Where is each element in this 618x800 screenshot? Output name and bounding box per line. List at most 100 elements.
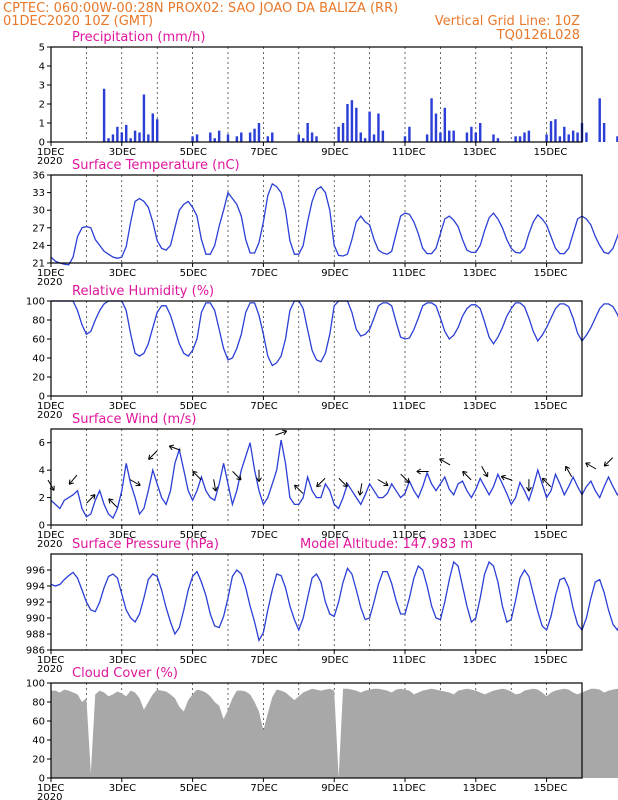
precip-bar xyxy=(403,136,407,142)
wind-arrow-head xyxy=(90,494,96,500)
wind-arrow-head xyxy=(383,481,389,487)
temp-ytick-label: 24 xyxy=(32,241,45,252)
precip-bar xyxy=(129,138,132,142)
cloud-panel: 0 20 40 60 80 100 1DEC 3DEC 5DEC 7DEC 9DEC 11DEC 13D… xyxy=(26,666,618,800)
temp-ytick-label: 30 xyxy=(32,206,45,217)
wind-arrow xyxy=(585,462,597,470)
wind-xtick-label: 1DEC xyxy=(37,530,64,541)
wind-arrow-shaft xyxy=(400,473,410,483)
cloud-xtick-label: 11DEC xyxy=(392,783,426,794)
wind-xtick-label: 3DEC xyxy=(109,530,136,541)
panels: 0 1 2 3 4 5 1DEC 3DEC 5DEC 7DEC 9DEC 11DEC 13DEC 15DE… xyxy=(26,30,618,800)
wind-arrow-head xyxy=(416,468,421,475)
rh-ytick-label: 40 xyxy=(32,354,45,365)
precip-bar xyxy=(368,111,371,142)
wind-arrow xyxy=(400,473,410,484)
cloud-year-label: 2020 xyxy=(37,792,62,800)
pres-xtick-label: 7DEC xyxy=(250,655,277,666)
precip-bar xyxy=(372,134,376,142)
wind-arrow-shaft xyxy=(148,450,158,460)
pres-ytick-label: 992 xyxy=(26,598,45,609)
cloud-ytick-label: 60 xyxy=(32,717,45,728)
precip-bar xyxy=(434,113,438,142)
precip-bar xyxy=(151,113,154,142)
temp-ytick-label: 27 xyxy=(32,223,45,234)
precip-bar xyxy=(479,123,482,142)
precip-bar xyxy=(297,134,301,142)
precip-bar xyxy=(337,126,340,142)
cloud-title: Cloud Cover (%) xyxy=(72,666,178,681)
header-gridline-note: Vertical Grid Line: 10Z xyxy=(435,14,580,29)
cloud-ytick-label: 20 xyxy=(32,755,45,766)
precip-bar xyxy=(474,132,478,142)
temp-xtick-label: 13DEC xyxy=(463,268,497,279)
precip-bar xyxy=(120,132,124,142)
precip-bar xyxy=(226,134,230,142)
wind-arrow-head xyxy=(148,454,154,460)
precip-ytick-label: 4 xyxy=(39,62,45,73)
precip-bar xyxy=(306,123,309,142)
wind-series-line xyxy=(50,439,618,520)
wind-arrow-shaft xyxy=(542,477,552,488)
wind-arrow xyxy=(439,458,451,466)
wind-arrow-shaft xyxy=(359,483,363,496)
pres-xtick-label: 1DEC xyxy=(37,655,64,666)
temp-xtick-label: 3DEC xyxy=(109,268,136,279)
wind-arrow-head xyxy=(500,474,506,481)
precip-xtick-label: 13DEC xyxy=(463,147,497,158)
temp-frame xyxy=(50,174,583,264)
rh-xtick-label: 1DEC xyxy=(37,401,64,412)
precip-bar xyxy=(554,119,557,142)
rh-title: Relative Humidity (%) xyxy=(72,284,214,299)
temp-ytick-label: 36 xyxy=(32,171,45,182)
wind-arrow-shaft xyxy=(603,457,614,467)
wind-arrow-head xyxy=(256,477,262,482)
wind-arrow-head xyxy=(404,477,410,484)
wind-arrow xyxy=(275,429,288,436)
wind-arrow-shaft xyxy=(294,484,304,494)
wind-arrow-head xyxy=(282,429,288,436)
pres-ytick-label: 986 xyxy=(26,646,45,657)
wind-arrow xyxy=(256,469,262,482)
wind-xtick-label: 11DEC xyxy=(392,530,426,541)
wind-arrow-head xyxy=(192,470,198,477)
precip-bar xyxy=(102,88,106,142)
pres-series-line xyxy=(50,560,618,643)
cloud-ytick-label: 0 xyxy=(39,774,45,785)
wind-arrow-shaft xyxy=(275,430,287,436)
cloud-xtick-label: 5DEC xyxy=(180,783,207,794)
cloud-xtick-label: 15DEC xyxy=(534,783,568,794)
precip-bar xyxy=(213,138,216,142)
wind-arrow xyxy=(232,471,242,481)
precip-bar xyxy=(209,132,212,142)
precip-bar xyxy=(602,123,606,142)
cloud-xtick-label: 3DEC xyxy=(109,783,136,794)
wind-arrow-head xyxy=(603,461,609,467)
precip-ytick-label: 5 xyxy=(39,43,45,54)
wind-arrow xyxy=(168,444,181,451)
rh-ytick-label: 60 xyxy=(32,335,45,346)
temp-title: Surface Temperature (nC) xyxy=(72,158,240,173)
precip-bar xyxy=(408,126,411,142)
precip-bar xyxy=(523,132,526,142)
wind-arrow-shaft xyxy=(338,477,348,488)
wind-arrow xyxy=(377,479,389,487)
wind-arrow xyxy=(148,450,158,460)
precip-bar xyxy=(257,123,261,142)
wind-xtick-label: 13DEC xyxy=(463,530,497,541)
rh-xtick-label: 11DEC xyxy=(392,401,426,412)
cloud-ytick-label: 40 xyxy=(32,736,45,747)
wind-ytick-label: 4 xyxy=(39,466,45,477)
wind-arrow-shaft xyxy=(481,466,489,477)
wind-ytick-label: 0 xyxy=(39,521,45,532)
pres-year-label: 2020 xyxy=(37,664,62,675)
wind-arrow-shaft xyxy=(565,466,573,477)
temp-xtick-label: 7DEC xyxy=(250,268,277,279)
precip-bar xyxy=(448,130,451,142)
wind-arrow-head xyxy=(585,462,591,468)
precip-bar xyxy=(576,132,579,142)
wind-arrow-head xyxy=(108,498,114,504)
wind-xtick-label: 7DEC xyxy=(250,530,277,541)
precip-bar xyxy=(253,128,256,142)
